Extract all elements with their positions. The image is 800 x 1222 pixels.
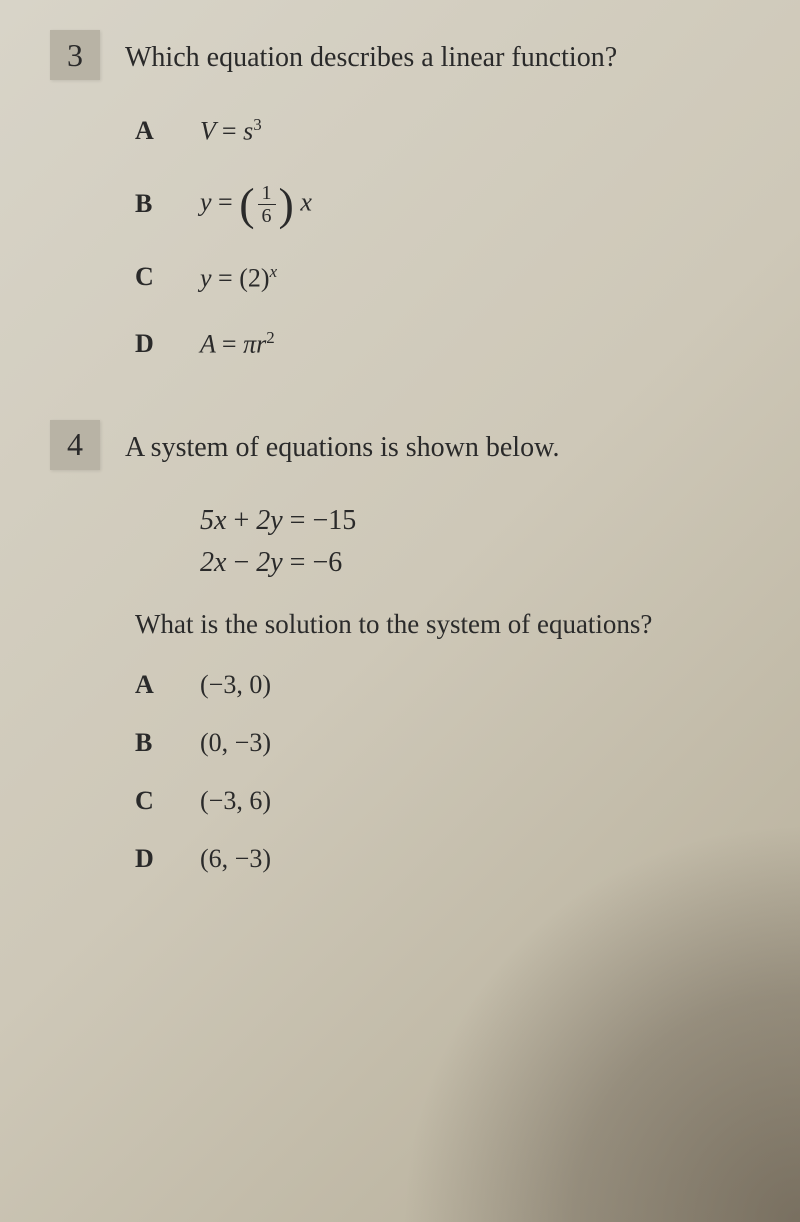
option-4B[interactable]: B (0, −3) <box>135 728 760 758</box>
option-3C-content: y = (2)x <box>200 262 277 294</box>
question-3-header: 3 Which equation describes a linear func… <box>50 30 760 80</box>
option-4B-content: (0, −3) <box>200 728 271 758</box>
option-4A-letter: A <box>135 670 160 700</box>
option-3C-letter: C <box>135 262 160 292</box>
question-4-equations: 5x + 2y = −15 2x − 2y = −6 <box>200 505 760 579</box>
question-4-options: A (−3, 0) B (0, −3) C (−3, 6) D (6, −3) <box>135 670 760 874</box>
option-3D[interactable]: D A = πr2 <box>135 328 760 360</box>
option-3B-letter: B <box>135 189 160 219</box>
option-4D-letter: D <box>135 844 160 874</box>
question-4-header: 4 A system of equations is shown below. <box>50 420 760 470</box>
option-4C-content: (−3, 6) <box>200 786 271 816</box>
question-4-sub-question: What is the solution to the system of eq… <box>135 609 760 640</box>
equation-1: 5x + 2y = −15 <box>200 505 760 537</box>
option-3A[interactable]: A V = s3 <box>135 115 760 147</box>
question-4: 4 A system of equations is shown below. … <box>50 420 760 874</box>
option-4C-letter: C <box>135 786 160 816</box>
option-4D[interactable]: D (6, −3) <box>135 844 760 874</box>
question-3: 3 Which equation describes a linear func… <box>50 30 760 360</box>
option-3A-content: V = s3 <box>200 115 262 147</box>
option-3B-content: y = (16) x <box>200 182 312 227</box>
question-3-number: 3 <box>50 30 100 80</box>
option-4B-letter: B <box>135 728 160 758</box>
option-3D-content: A = πr2 <box>200 328 275 360</box>
option-4A[interactable]: A (−3, 0) <box>135 670 760 700</box>
option-4A-content: (−3, 0) <box>200 670 271 700</box>
option-4D-content: (6, −3) <box>200 844 271 874</box>
option-3D-letter: D <box>135 329 160 359</box>
option-3A-letter: A <box>135 116 160 146</box>
question-4-text: A system of equations is shown below. <box>125 420 560 467</box>
question-3-text: Which equation describes a linear functi… <box>125 30 617 77</box>
option-4C[interactable]: C (−3, 6) <box>135 786 760 816</box>
option-3B[interactable]: B y = (16) x <box>135 182 760 227</box>
equation-2: 2x − 2y = −6 <box>200 547 760 579</box>
question-4-number: 4 <box>50 420 100 470</box>
shadow-overlay <box>400 822 800 1222</box>
option-3C[interactable]: C y = (2)x <box>135 262 760 294</box>
question-3-options: A V = s3 B y = (16) x C y = (2)x <box>135 115 760 360</box>
